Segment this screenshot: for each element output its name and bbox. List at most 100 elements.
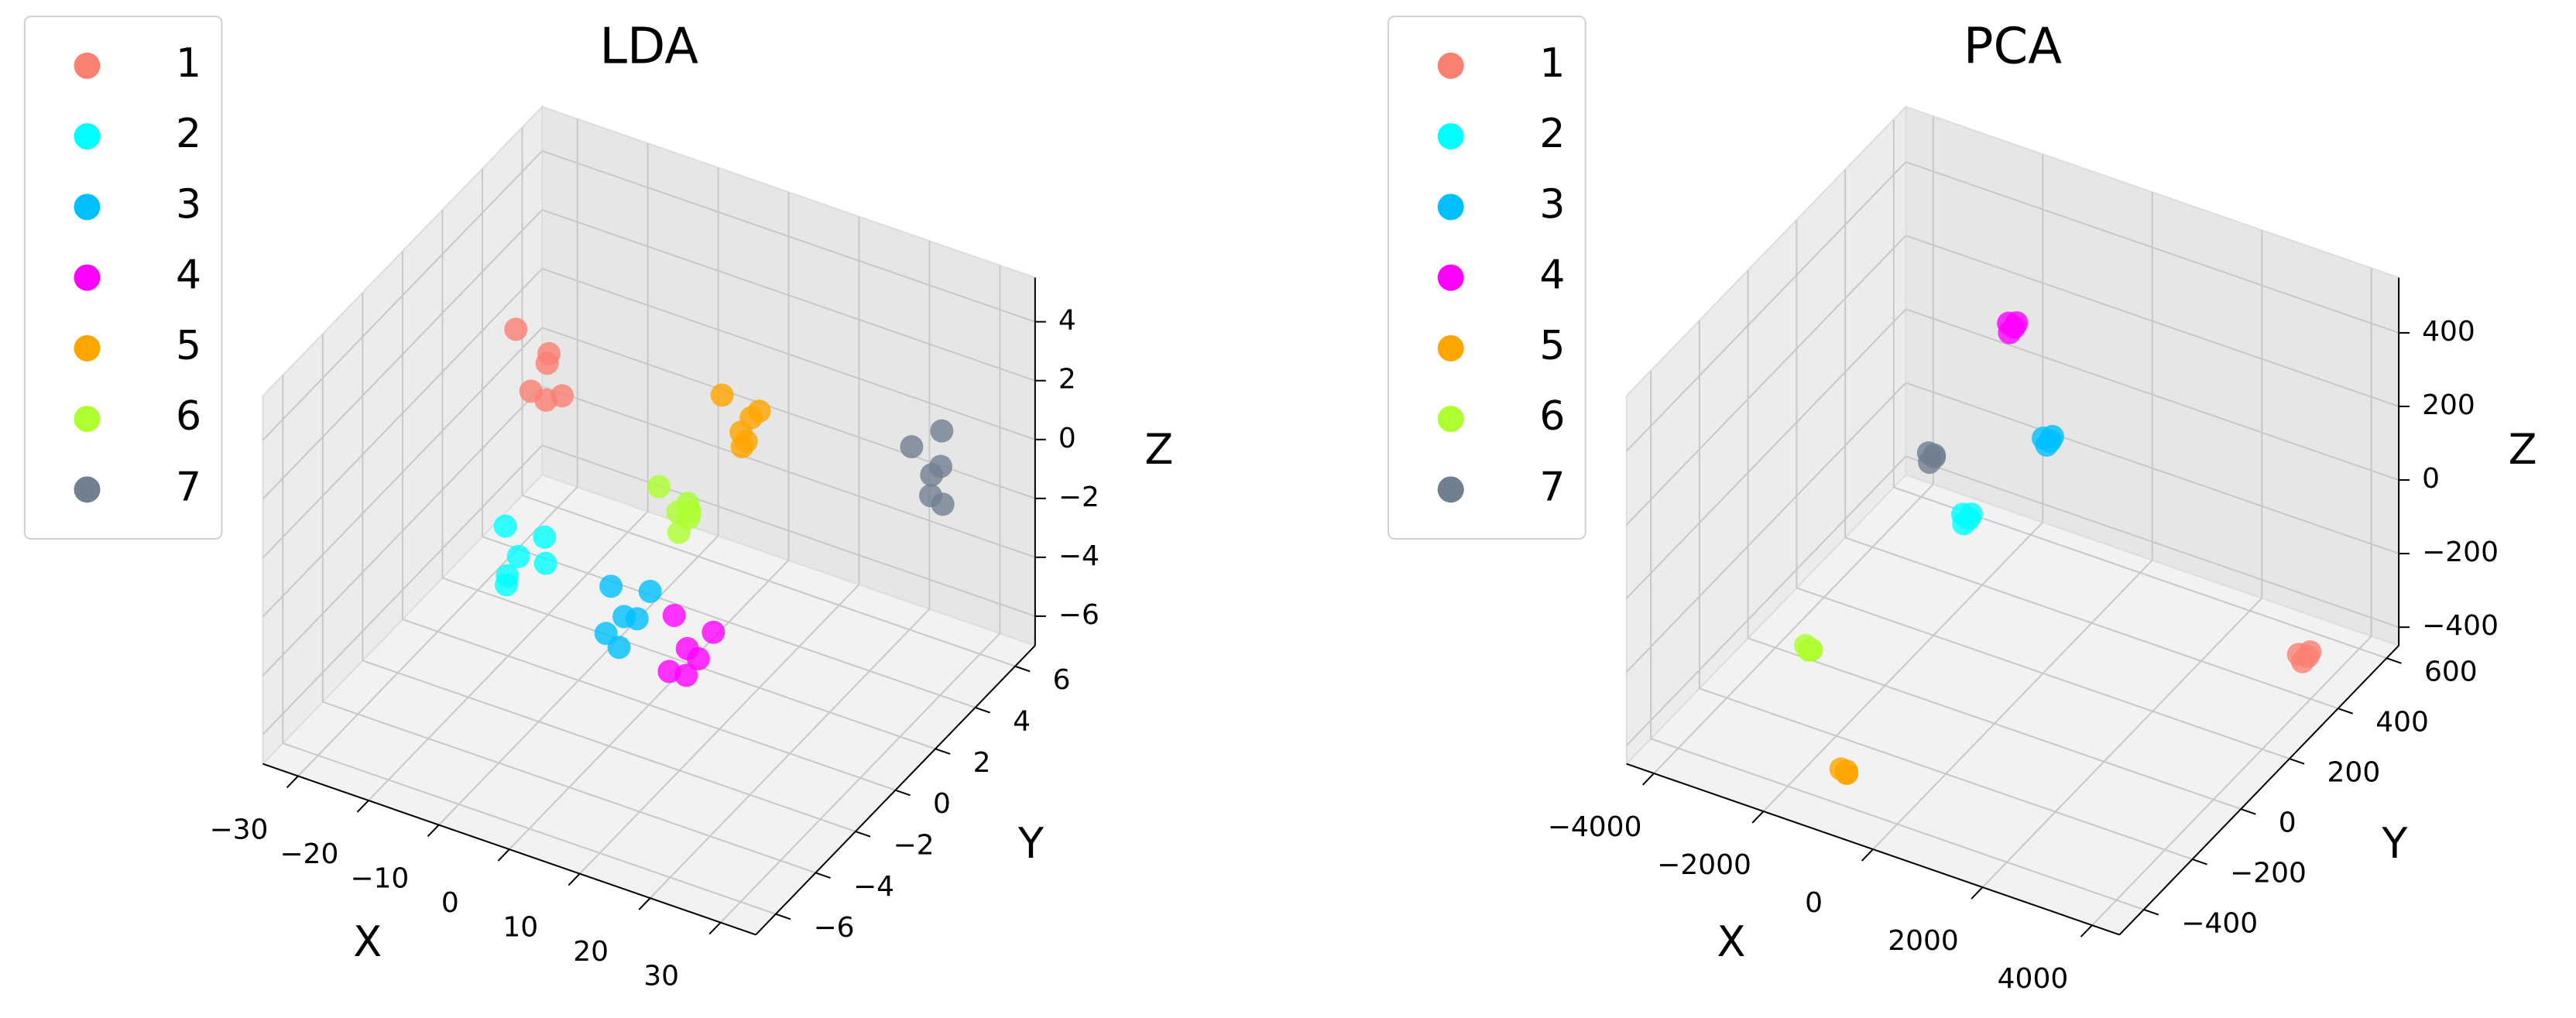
grid-line [362,660,856,832]
grid-line [322,701,816,874]
data-point [667,520,691,544]
legend-marker [74,264,101,291]
y-tick-label: −200 [2230,857,2307,889]
grid-line [1626,308,1907,599]
data-point [730,435,754,459]
x-tick-label: 0 [441,887,459,919]
grid-line [262,386,543,677]
grid-line [1626,161,1907,452]
legend-label: 3 [176,181,201,228]
y-axis-line [755,645,1036,936]
legend-label: 5 [176,323,201,369]
data-point [504,317,528,341]
x-tick-label: −2000 [1657,849,1751,881]
z-tick-label: 400 [2422,316,2475,348]
grid-line [522,494,1016,667]
data-point [493,514,517,538]
tick-mark [1861,848,1874,862]
grid-line [262,268,543,559]
x-tick-label: −10 [350,863,409,895]
grid-line [1905,235,2399,407]
tick-mark [1751,811,1765,824]
legend: 1 2 3 4 5 6 7 [23,15,223,540]
tick-mark [497,848,510,862]
y-tick-label: 0 [933,788,951,820]
y-tick-label: −4 [853,871,894,903]
legend-marker [1437,476,1464,503]
data-point [918,484,942,508]
z-tick-label: −200 [2422,536,2499,568]
grid-line [262,150,543,441]
legend-marker [1437,194,1464,221]
legend-marker [74,406,101,433]
data-point [1923,443,1947,467]
grid-line [1796,587,2290,760]
data-point [1797,638,1821,662]
data-point [674,663,698,687]
y-axis-label: Y [1017,819,1044,868]
grid-line [482,536,976,708]
z-tick-label: 0 [2422,463,2440,495]
tick-mark [1971,886,1984,900]
y-tick-label: 0 [2279,807,2296,838]
grid-line [1650,738,2145,910]
x-tick-label: −4000 [1548,811,1642,843]
grid-line [1905,308,2399,481]
data-point [2298,640,2322,664]
data-point [647,475,671,499]
legend-label: 4 [1539,252,1565,299]
grid-line [1626,455,1907,746]
grid-line [1626,382,1907,673]
data-point [920,463,944,487]
tick-mark [975,707,990,714]
data-point [2040,424,2064,448]
data-point [625,607,649,631]
tick-mark [1641,773,1655,786]
y-axis-line [2118,645,2399,936]
legend-marker [74,194,101,221]
tick-mark [855,831,871,838]
tick-mark [568,872,581,886]
legend-label: 6 [176,393,201,440]
tick-mark [2143,908,2159,916]
data-point [506,544,530,568]
x-axis-label: X [353,917,382,966]
grid-line [1762,521,2044,812]
x-tick-label: 2000 [1888,925,1959,957]
data-point [607,636,631,660]
data-point [599,574,623,598]
data-point [535,351,559,375]
grid-line [282,742,777,915]
grid-line [1699,687,2193,860]
legend-label: 7 [1539,464,1565,510]
y-tick-label: −2 [894,829,935,861]
tick-mark [895,789,911,797]
legend: 1 2 3 4 5 6 7 [1387,15,1586,540]
x-tick-label: −20 [280,838,338,870]
x-tick-label: 0 [1805,887,1823,919]
tick-mark [815,872,831,879]
x-tick-label: 10 [503,912,538,944]
subplot: −30−20−100102030−6−4−20246−6−4−2024XYZLD… [23,15,1173,992]
grid-line [541,386,1036,558]
legend-box [23,15,223,540]
y-axis-label: Y [2381,819,2408,868]
legend-marker [74,476,101,503]
legend-label: 6 [1539,393,1565,440]
data-point [638,579,662,603]
x-tick-label: −30 [209,814,268,845]
tick-mark [2386,657,2402,664]
data-point [2005,311,2029,335]
z-axis-label: Z [2509,425,2537,474]
legend-marker [74,123,101,150]
y-tick-label: 6 [1053,664,1071,696]
tick-mark [708,921,722,935]
grid-line [262,444,543,735]
tick-mark [2240,808,2256,815]
legend-label: 2 [1539,111,1565,157]
data-point [930,419,954,443]
grid-line [1653,483,1934,774]
data-point [533,525,557,549]
chart-title: LDA [599,19,698,76]
